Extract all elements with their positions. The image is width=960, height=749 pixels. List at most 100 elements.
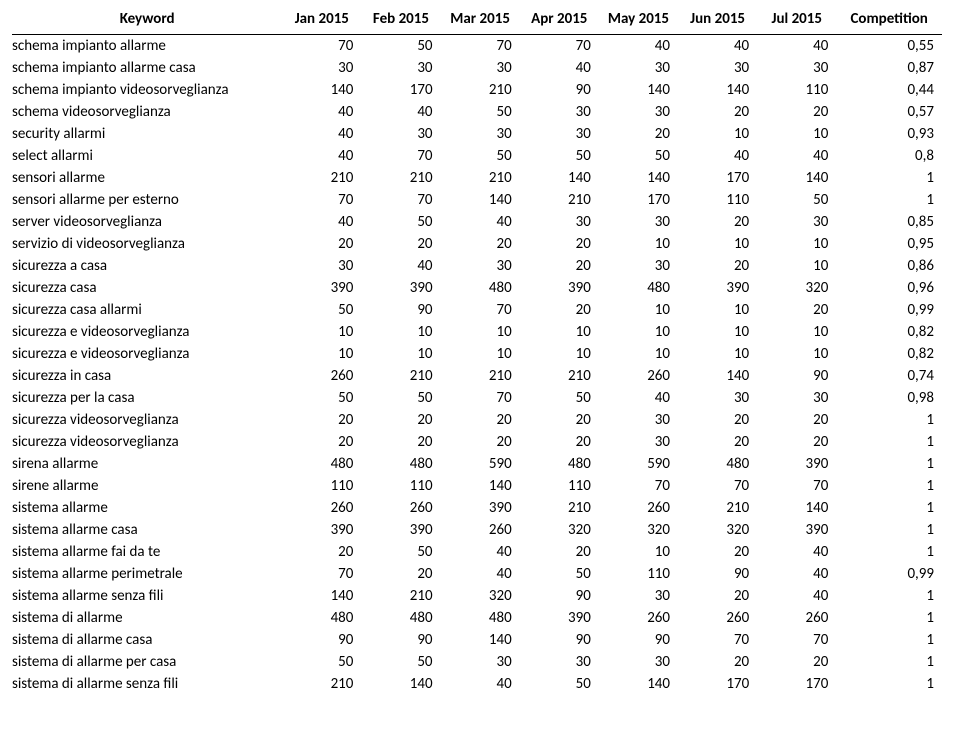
value-cell: 40 bbox=[441, 211, 520, 233]
keyword-cell: sicurezza e videosorveglianza bbox=[12, 321, 282, 343]
table-row: sistema allarme2602603902102602101401 bbox=[12, 497, 942, 519]
value-cell: 390 bbox=[520, 607, 599, 629]
value-cell: 110 bbox=[282, 475, 361, 497]
keyword-cell: sistema allarme fai da te bbox=[12, 541, 282, 563]
value-cell: 50 bbox=[361, 211, 440, 233]
value-cell: 210 bbox=[520, 497, 599, 519]
value-cell: 50 bbox=[599, 145, 678, 167]
value-cell: 390 bbox=[361, 519, 440, 541]
competition-cell: 0,87 bbox=[836, 57, 942, 79]
value-cell: 590 bbox=[441, 453, 520, 475]
value-cell: 30 bbox=[599, 211, 678, 233]
table-row: select allarmi407050505040400,8 bbox=[12, 145, 942, 167]
value-cell: 20 bbox=[282, 431, 361, 453]
value-cell: 140 bbox=[678, 79, 757, 101]
value-cell: 390 bbox=[757, 519, 836, 541]
value-cell: 50 bbox=[520, 145, 599, 167]
value-cell: 30 bbox=[520, 123, 599, 145]
table-row: sicurezza casa allarmi509070201010200,99 bbox=[12, 299, 942, 321]
value-cell: 170 bbox=[361, 79, 440, 101]
value-cell: 140 bbox=[282, 79, 361, 101]
competition-cell: 1 bbox=[836, 585, 942, 607]
value-cell: 70 bbox=[520, 35, 599, 58]
value-cell: 30 bbox=[441, 123, 520, 145]
value-cell: 40 bbox=[282, 145, 361, 167]
keyword-cell: sistema di allarme casa bbox=[12, 629, 282, 651]
value-cell: 20 bbox=[757, 651, 836, 673]
keyword-cell: sicurezza videosorveglianza bbox=[12, 431, 282, 453]
value-cell: 170 bbox=[599, 189, 678, 211]
value-cell: 10 bbox=[282, 343, 361, 365]
value-cell: 140 bbox=[599, 673, 678, 695]
competition-cell: 1 bbox=[836, 651, 942, 673]
value-cell: 40 bbox=[678, 35, 757, 58]
value-cell: 90 bbox=[282, 629, 361, 651]
value-cell: 20 bbox=[678, 651, 757, 673]
table-row: sicurezza videosorveglianza2020202030202… bbox=[12, 409, 942, 431]
value-cell: 210 bbox=[520, 189, 599, 211]
value-cell: 50 bbox=[361, 35, 440, 58]
col-jun-2015: Jun 2015 bbox=[678, 8, 757, 35]
value-cell: 10 bbox=[757, 255, 836, 277]
value-cell: 140 bbox=[599, 79, 678, 101]
value-cell: 20 bbox=[441, 409, 520, 431]
value-cell: 70 bbox=[361, 189, 440, 211]
value-cell: 210 bbox=[441, 365, 520, 387]
value-cell: 20 bbox=[678, 585, 757, 607]
table-row: sicurezza in casa260210210210260140900,7… bbox=[12, 365, 942, 387]
value-cell: 10 bbox=[678, 233, 757, 255]
value-cell: 50 bbox=[361, 387, 440, 409]
value-cell: 140 bbox=[678, 365, 757, 387]
value-cell: 70 bbox=[441, 35, 520, 58]
competition-cell: 1 bbox=[836, 431, 942, 453]
value-cell: 70 bbox=[678, 629, 757, 651]
value-cell: 50 bbox=[441, 145, 520, 167]
value-cell: 10 bbox=[678, 299, 757, 321]
value-cell: 30 bbox=[599, 431, 678, 453]
value-cell: 210 bbox=[282, 167, 361, 189]
table-row: sensori allarme2102102101401401701401 bbox=[12, 167, 942, 189]
value-cell: 10 bbox=[757, 321, 836, 343]
value-cell: 30 bbox=[599, 255, 678, 277]
value-cell: 10 bbox=[441, 321, 520, 343]
keyword-cell: sistema di allarme senza fili bbox=[12, 673, 282, 695]
value-cell: 30 bbox=[441, 255, 520, 277]
competition-cell: 0,57 bbox=[836, 101, 942, 123]
value-cell: 40 bbox=[282, 101, 361, 123]
value-cell: 260 bbox=[282, 365, 361, 387]
value-cell: 40 bbox=[441, 541, 520, 563]
table-row: sicurezza a casa304030203020100,86 bbox=[12, 255, 942, 277]
table-row: schema impianto allarme casa303030403030… bbox=[12, 57, 942, 79]
value-cell: 20 bbox=[361, 431, 440, 453]
value-cell: 40 bbox=[361, 101, 440, 123]
table-row: servizio di videosorveglianza20202020101… bbox=[12, 233, 942, 255]
competition-cell: 1 bbox=[836, 497, 942, 519]
value-cell: 70 bbox=[441, 299, 520, 321]
value-cell: 20 bbox=[441, 233, 520, 255]
keyword-cell: sirena allarme bbox=[12, 453, 282, 475]
value-cell: 10 bbox=[678, 321, 757, 343]
value-cell: 480 bbox=[520, 453, 599, 475]
value-cell: 260 bbox=[599, 497, 678, 519]
value-cell: 110 bbox=[757, 79, 836, 101]
keyword-cell: sensori allarme per esterno bbox=[12, 189, 282, 211]
table-row: sirene allarme1101101401107070701 bbox=[12, 475, 942, 497]
value-cell: 50 bbox=[361, 541, 440, 563]
table-row: sistema di allarme senza fili21014040501… bbox=[12, 673, 942, 695]
value-cell: 210 bbox=[678, 497, 757, 519]
value-cell: 480 bbox=[361, 453, 440, 475]
table-row: sicurezza e videosorveglianza10101010101… bbox=[12, 343, 942, 365]
competition-cell: 1 bbox=[836, 167, 942, 189]
value-cell: 70 bbox=[361, 145, 440, 167]
competition-cell: 0,95 bbox=[836, 233, 942, 255]
value-cell: 480 bbox=[678, 453, 757, 475]
value-cell: 10 bbox=[361, 321, 440, 343]
value-cell: 480 bbox=[441, 607, 520, 629]
competition-cell: 0,82 bbox=[836, 321, 942, 343]
value-cell: 30 bbox=[599, 57, 678, 79]
value-cell: 40 bbox=[757, 35, 836, 58]
competition-cell: 1 bbox=[836, 607, 942, 629]
value-cell: 390 bbox=[361, 277, 440, 299]
value-cell: 50 bbox=[757, 189, 836, 211]
value-cell: 320 bbox=[520, 519, 599, 541]
